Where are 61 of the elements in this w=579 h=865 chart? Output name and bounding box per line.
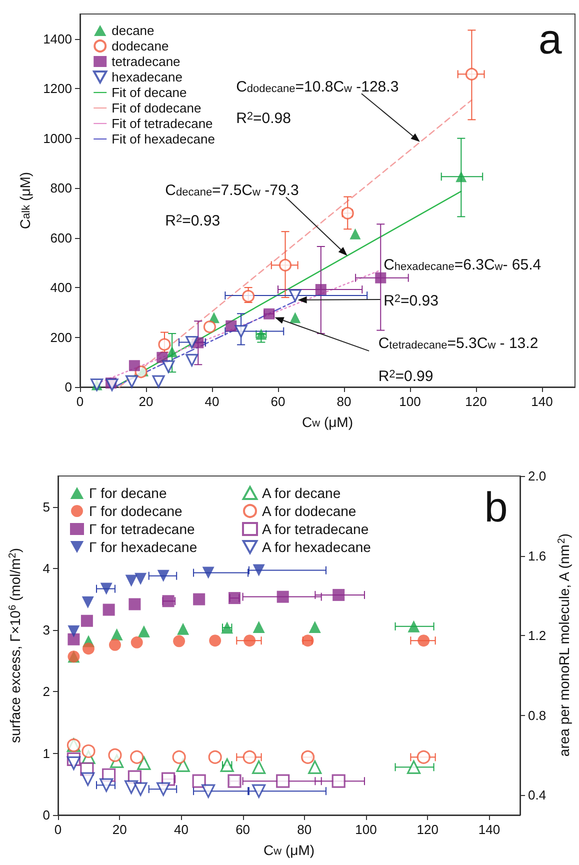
y2-axis-title: area per monoRL molecule, A (nm2) [556,533,572,757]
annotation: a [538,15,562,62]
x-tick-label: 20 [138,394,154,409]
y2-tick-label: 0.8 [528,708,546,723]
legend-label: Γ for hexadecane [89,539,198,555]
y-tick-label: 1400 [43,31,72,46]
legend-label: dodecane [112,38,169,54]
y-tick-label: 800 [50,180,72,196]
y-tick-label: 0 [64,380,72,394]
annotation: Cdodecane=10.8Cw -128.3 [236,78,399,96]
y2-tick-label: 2.0 [528,468,546,484]
x-tick-label: 20 [112,822,127,837]
y-tick-label: 4 [42,560,50,576]
y-tick-label: 1 [42,746,50,761]
y-tick-label: 2 [42,684,50,700]
x-tick-label: 40 [174,822,188,837]
y-tick-label: 1000 [43,130,72,146]
legend-label: tetradecane [112,54,180,69]
y-axis-title: surface excess, Γ×106 (mol/m2) [7,548,23,744]
x-tick-label: 120 [416,822,438,837]
x-tick-label: 100 [355,822,377,837]
annotation: Chexadecane=6.3Cw- 65.4 [384,256,542,274]
x-tick-label: 100 [399,394,421,409]
x-tick-label: 120 [465,394,487,409]
legend-label: Fit of hexadecane [112,132,215,146]
x-tick-label: 0 [76,394,84,409]
x-tick-label: 60 [270,394,286,409]
y2-tick-label: 1.2 [528,628,546,644]
y-tick-label: 0 [42,808,50,822]
legend-label: Γ for tetradecane [89,521,195,537]
x-tick-label: 60 [236,822,250,837]
legend-label: A for tetradecane [262,521,369,537]
legend-label: Γ for decane [89,485,167,501]
y-tick-label: 600 [50,230,72,246]
legend-label: A for dodecane [262,503,356,519]
annotation: b [484,483,508,530]
x-tick-label: 80 [297,822,312,837]
x-tick-label: 80 [336,394,352,409]
y2-tick-label: 0.4 [528,788,546,803]
legend-label: Γ for dodecane [89,503,183,519]
annotation: Cdecane=7.5Cw -79.3 [165,182,299,200]
legend-label: hexadecane [112,70,182,84]
legend-label: A for hexadecane [262,539,372,555]
x-tick-label: 40 [204,394,220,409]
y-tick-label: 5 [42,499,50,514]
y2-tick-label: 1.6 [528,548,546,564]
x-axis-title: Cw (μM) [264,842,315,858]
legend-label: Fit of decane [112,85,187,100]
annotation: Ctetradecane=5.3Cw - 13.2 [378,334,538,352]
legend-label: Fit of dodecane [112,100,202,116]
x-axis-title: Cw (μM) [302,414,354,430]
x-tick-label: 140 [478,822,500,837]
y-tick-label: 200 [50,330,72,345]
legend-label: decane [112,23,154,38]
y-tick-label: 1200 [43,81,72,96]
legend-label: Fit of tetradecane [112,116,213,131]
y-axis-title: Calk (μM) [17,172,34,230]
x-tick-label: 140 [531,394,553,409]
legend-label: A for decane [262,485,341,501]
y-tick-label: 400 [50,280,72,296]
y-tick-label: 3 [42,622,50,638]
